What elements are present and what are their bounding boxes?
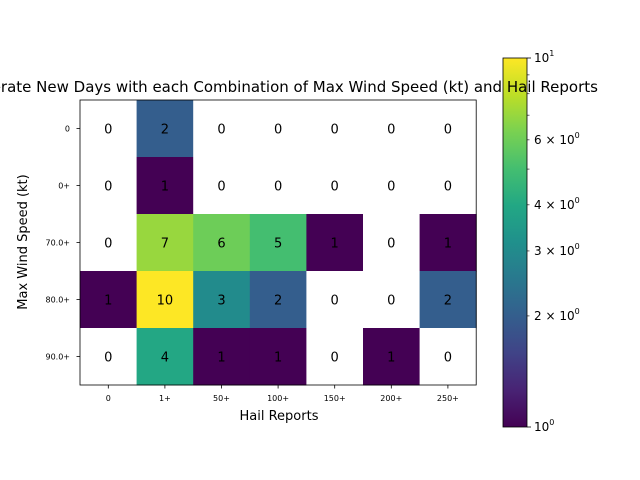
heatmap-cell (306, 328, 364, 386)
cell-value-label: 0 (387, 294, 395, 309)
cell-value-label: 1 (217, 351, 225, 366)
heatmap-cell (80, 100, 138, 158)
cell-value-label: 1 (274, 351, 282, 366)
cell-value-label: 0 (387, 123, 395, 138)
colorbar-minor-label: 6 × 100 (534, 131, 580, 147)
cell-value-label: 0 (331, 351, 339, 366)
y-tick-label: 0+ (58, 182, 70, 191)
y-axis-label: Max Wind Speed (kt) (16, 174, 31, 309)
cell-value-label: 0 (217, 123, 225, 138)
heatmap-cell (193, 214, 251, 272)
heatmap-axes: 0 1+ 50+ 100+ 150+ 200+ 250+ 0 0+ 70.0+ 80.0+ 90.0+ (45, 99, 477, 403)
cell-value-label: 0 (104, 351, 112, 366)
heatmap-cell (363, 100, 421, 158)
y-tick-label: 0 (65, 125, 70, 134)
x-tick-label: 200+ (380, 394, 402, 403)
cell-value-label: 0 (387, 180, 395, 195)
x-tick-label: 150+ (324, 394, 346, 403)
cell-value-label: 1 (444, 237, 452, 252)
cell-value-label: 1 (331, 237, 339, 252)
heatmap-cell (193, 328, 251, 386)
x-tick-label: 100+ (267, 394, 289, 403)
cell-value-label: 4 (161, 351, 169, 366)
x-tick-label: 250+ (437, 394, 459, 403)
heatmap-cell (249, 157, 307, 215)
colorbar-minor-label: 3 × 100 (534, 242, 580, 258)
colorbar-minor-label: 2 × 100 (534, 307, 580, 323)
heatmap-cell (80, 328, 138, 386)
heatmap-cell (193, 271, 251, 329)
cell-value-label: 0 (331, 123, 339, 138)
heatmap-cell (363, 271, 421, 329)
chart-title: Moderate New Days with each Combination … (0, 78, 598, 96)
heatmap-cell (249, 214, 307, 272)
cell-value-label: 2 (444, 294, 452, 309)
cell-value-label: 2 (161, 123, 169, 138)
cell-value-label: 0 (104, 180, 112, 195)
heatmap-cell (363, 214, 421, 272)
x-tick-label: 50+ (213, 394, 230, 403)
heatmap-cell (249, 100, 307, 158)
cell-value-label: 10 (157, 294, 174, 309)
y-tick-label: 90.0+ (45, 353, 70, 362)
heatmap-cell (249, 328, 307, 386)
heatmap-cell (363, 157, 421, 215)
cell-value-label: 0 (104, 237, 112, 252)
heatmap-cell (136, 157, 194, 215)
x-axis-label: Hail Reports (240, 409, 319, 424)
cell-value-label: 1 (161, 180, 169, 195)
colorbar-major-label: 100 (534, 418, 554, 434)
heatmap-cell (306, 271, 364, 329)
heatmap-cell-labels: 0 2 0 0 0 0 00 1 0 0 0 0 00 7 6 5 1 0 11 10 3 2 0 0 20 4 1 1 0 1 0 (104, 123, 452, 366)
cell-value-label: 6 (217, 237, 225, 252)
heatmap-cell (136, 271, 194, 329)
cell-value-label: 0 (331, 294, 339, 309)
heatmap-cell (419, 328, 477, 386)
heatmap-cell (136, 100, 194, 158)
heatmap-cell (193, 157, 251, 215)
colorbar: 100 101 2 × 100 3 × 100 4 × 100 6 × 100 (502, 49, 580, 434)
colorbar-minor-label: 4 × 100 (534, 196, 580, 212)
x-tick-label: 1+ (159, 394, 171, 403)
heatmap-cell (306, 157, 364, 215)
heatmap-cell (136, 214, 194, 272)
cell-value-label: 3 (217, 294, 225, 309)
heatmap-cell (419, 214, 477, 272)
cell-value-label: 2 (274, 294, 282, 309)
heatmap-cell (193, 100, 251, 158)
y-tick-label: 70.0+ (45, 239, 70, 248)
heatmap-cell (306, 100, 364, 158)
heatmap-cell (419, 157, 477, 215)
cell-value-label: 7 (161, 237, 169, 252)
cell-value-label: 1 (387, 351, 395, 366)
y-tick-label: 80.0+ (45, 296, 70, 305)
cell-value-label: 1 (104, 294, 112, 309)
heatmap-cell (136, 328, 194, 386)
cell-value-label: 0 (444, 351, 452, 366)
heatmap-cell (80, 157, 138, 215)
cell-value-label: 0 (104, 123, 112, 138)
heatmap-cell (249, 271, 307, 329)
heatmap-cell (306, 214, 364, 272)
colorbar-major-label: 101 (534, 49, 554, 65)
heatmap-cells (80, 100, 477, 386)
heatmap-cell (419, 100, 477, 158)
x-tick-label: 0 (106, 394, 111, 403)
cell-value-label: 5 (274, 237, 282, 252)
cell-value-label: 0 (274, 180, 282, 195)
cell-value-label: 0 (217, 180, 225, 195)
cell-value-label: 0 (444, 123, 452, 138)
heatmap-cell (363, 328, 421, 386)
heatmap-cell (80, 271, 138, 329)
colorbar-frame (502, 57, 528, 428)
cell-value-label: 0 (444, 180, 452, 195)
heatmap-cell (419, 271, 477, 329)
cell-value-label: 0 (331, 180, 339, 195)
colorbar-gradient (503, 58, 527, 427)
cell-value-label: 0 (274, 123, 282, 138)
cell-value-label: 0 (387, 237, 395, 252)
heatmap-cell (80, 214, 138, 272)
